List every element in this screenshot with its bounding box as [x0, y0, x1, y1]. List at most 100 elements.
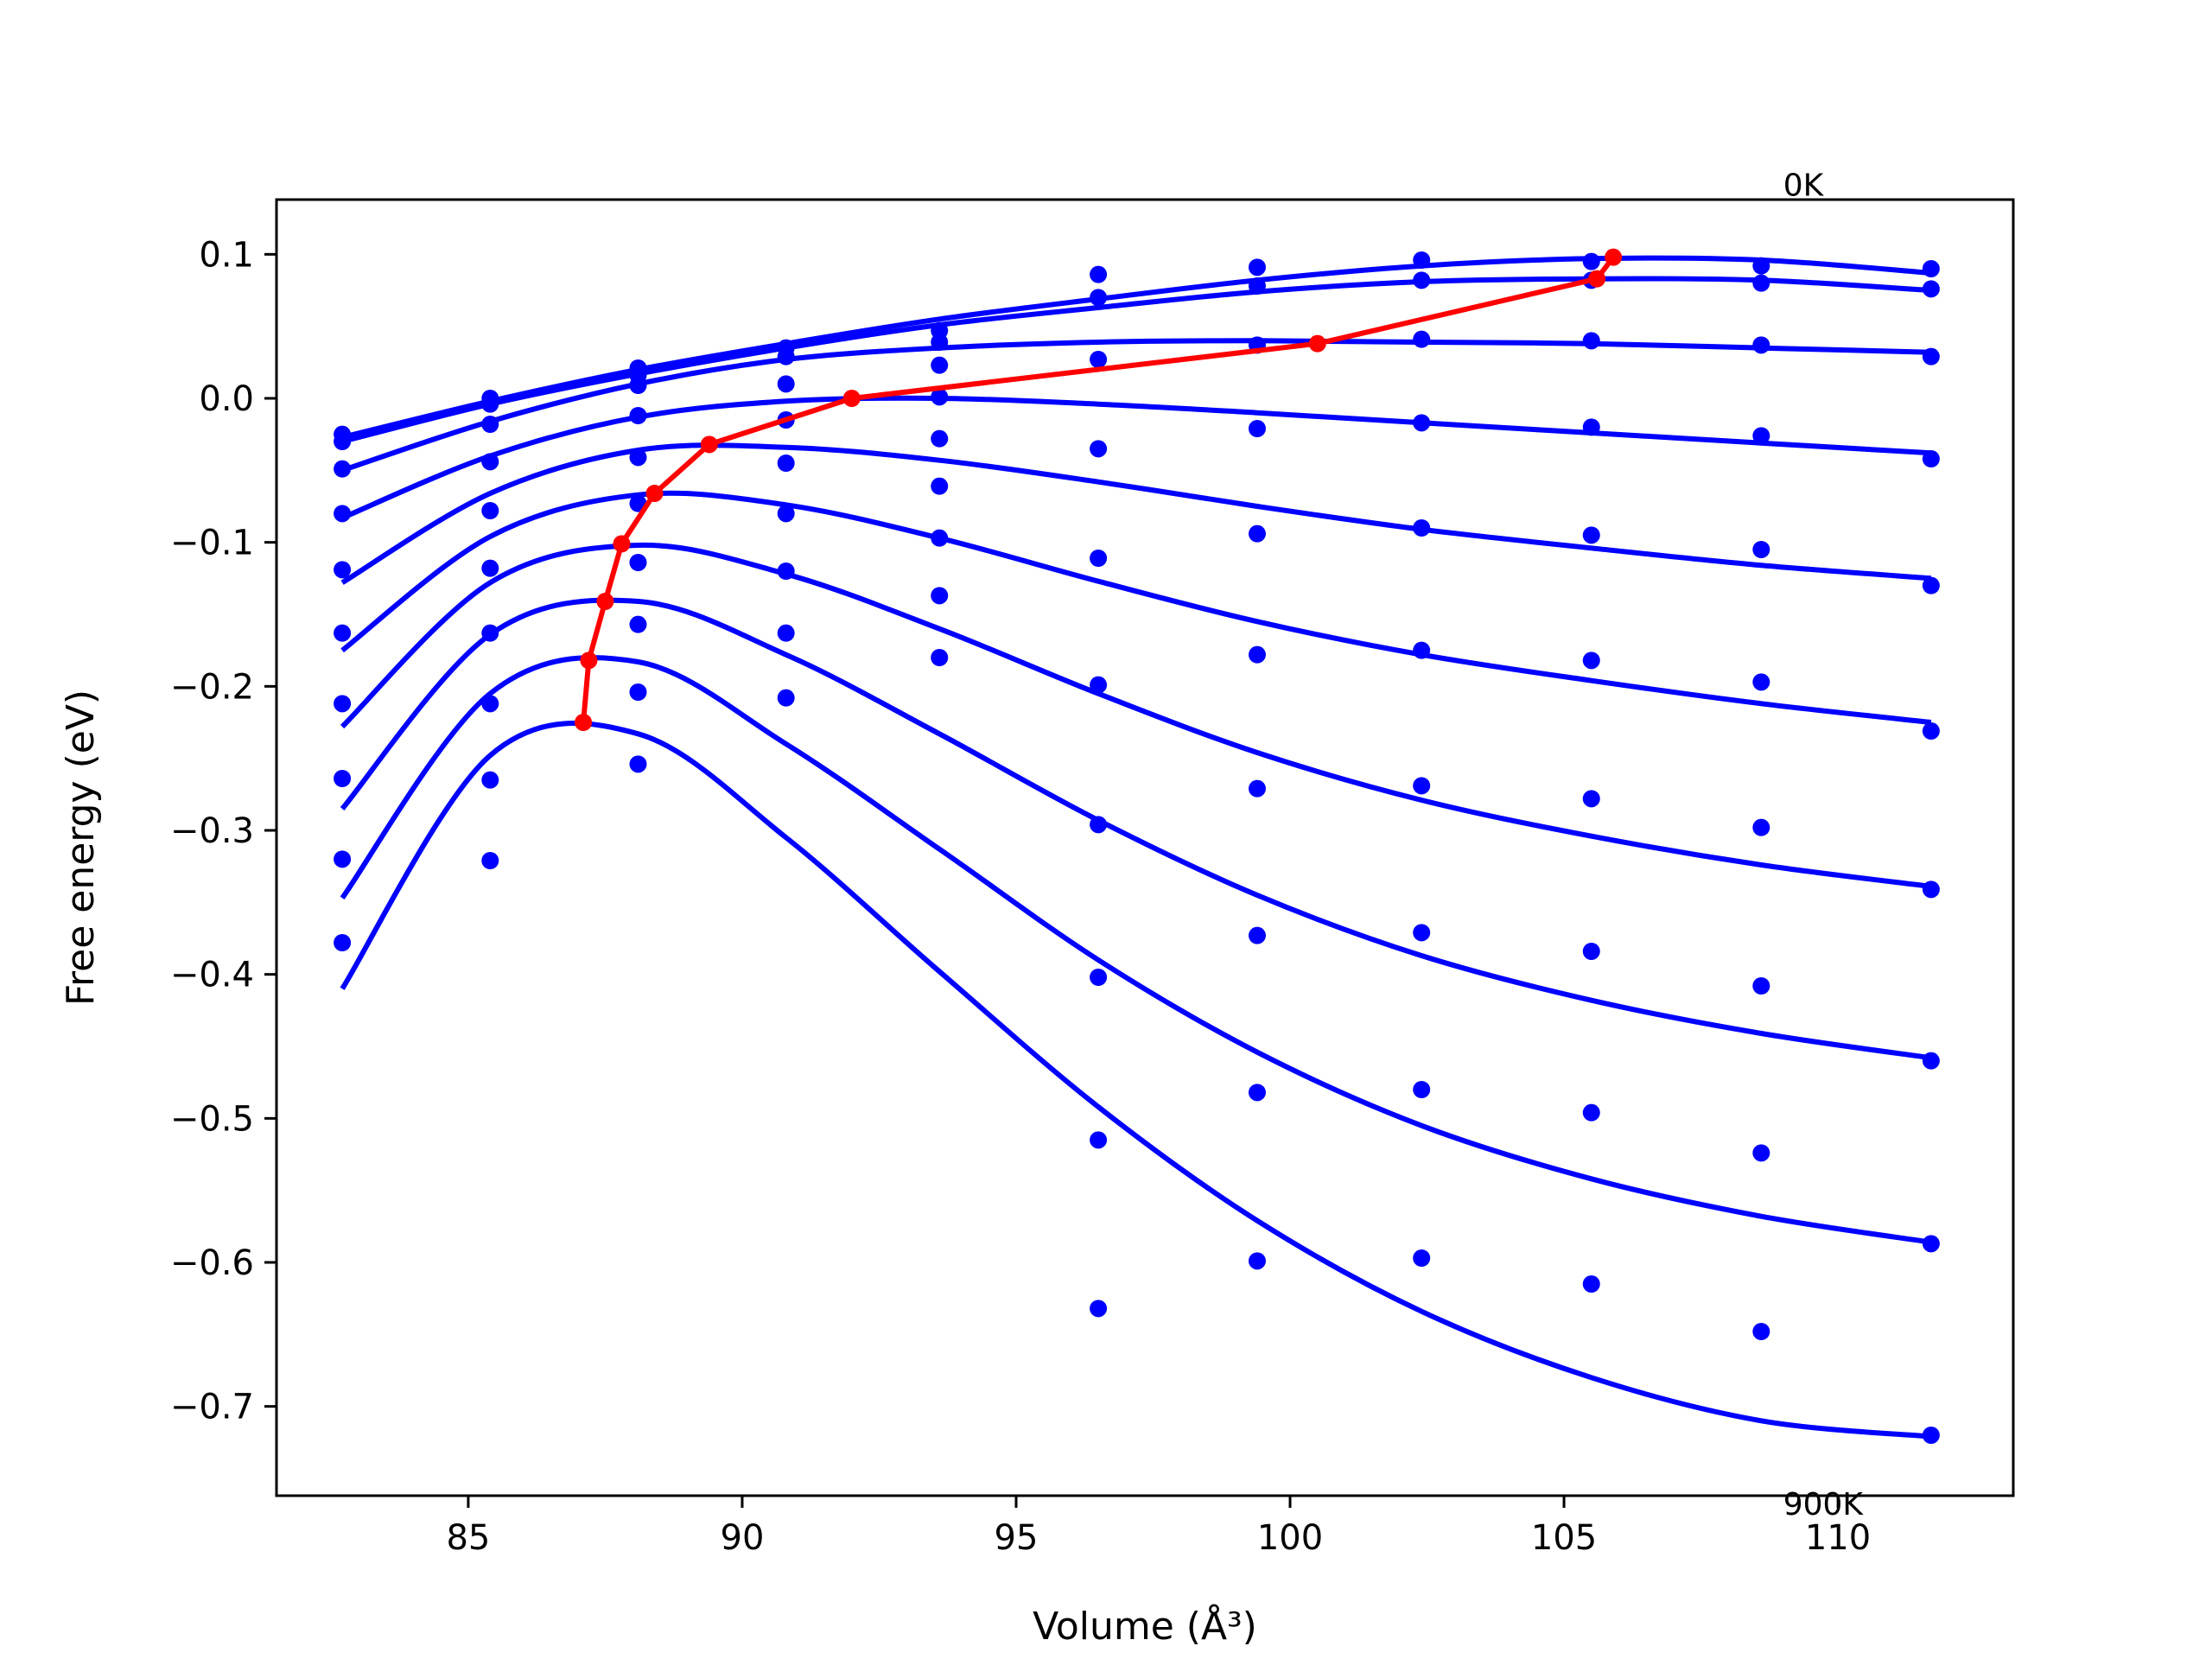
x-tick-label: 110	[1805, 1518, 1871, 1558]
data-point	[1090, 816, 1108, 834]
data-point	[931, 587, 949, 605]
data-point	[629, 615, 647, 633]
y-axis-label: Free energy (eV)	[59, 690, 103, 1006]
data-point	[334, 433, 352, 450]
fit-curve-3	[341, 338, 1931, 474]
minimum-point	[645, 485, 664, 502]
data-point	[931, 529, 949, 547]
data-point	[1922, 880, 1940, 899]
x-tick-label: 85	[446, 1518, 490, 1558]
data-point	[1752, 673, 1770, 691]
data-point	[931, 388, 949, 406]
data-point	[1752, 818, 1770, 836]
data-point	[629, 554, 647, 571]
data-point	[629, 407, 647, 424]
data-point	[1413, 519, 1431, 537]
data-point	[1090, 265, 1108, 283]
fit-curve-6	[340, 490, 1932, 725]
data-point	[1248, 420, 1266, 437]
data-point	[1090, 289, 1108, 307]
data-point	[1090, 1131, 1108, 1149]
x-tick-label: 100	[1257, 1518, 1323, 1558]
x-axis: 85 90 95 100 105 110	[446, 1496, 1871, 1558]
data-point	[481, 416, 499, 433]
temperature-annotation: 900K	[1783, 1487, 1865, 1522]
data-point	[777, 347, 795, 365]
data-point	[334, 460, 352, 478]
data-point	[1248, 926, 1266, 944]
data-point	[481, 559, 499, 577]
data-point	[1922, 1235, 1940, 1253]
data-point	[1248, 779, 1266, 798]
x-tick-label: 105	[1531, 1518, 1597, 1558]
minimum-point	[1605, 248, 1623, 266]
data-point	[1248, 645, 1266, 664]
fit-curve-10	[340, 721, 1932, 1440]
data-point	[1090, 351, 1108, 368]
data-point	[1248, 258, 1266, 276]
data-point	[1413, 777, 1431, 795]
data-point	[481, 852, 499, 869]
data-point	[1413, 330, 1431, 348]
data-point	[1752, 427, 1770, 445]
data-point	[1582, 943, 1600, 960]
data-point	[931, 477, 949, 495]
data-point	[1752, 274, 1770, 292]
data-point	[777, 563, 795, 580]
data-point	[629, 683, 647, 701]
annotations: 0K 900K	[1783, 168, 1865, 1522]
data-point	[1922, 576, 1940, 594]
fit-curve-9	[340, 655, 1932, 1245]
data-point	[1413, 414, 1431, 432]
y-tick-label: 0.1	[199, 235, 254, 275]
fit-curve-2	[341, 276, 1932, 444]
y-tick-label: −0.5	[170, 1099, 254, 1139]
data-point	[334, 695, 352, 713]
data-point	[777, 624, 795, 642]
minimum-point	[580, 652, 598, 670]
data-point	[334, 850, 352, 868]
temperature-annotation: 0K	[1783, 168, 1825, 203]
data-point	[1582, 418, 1600, 436]
data-point	[334, 561, 352, 579]
data-point	[931, 356, 949, 374]
data-point	[1752, 336, 1770, 354]
data-point	[1248, 524, 1266, 543]
minimum-point	[700, 435, 718, 454]
fit-curves	[340, 255, 1932, 1440]
data-point	[1922, 260, 1940, 277]
data-point	[1090, 440, 1108, 458]
data-point	[1248, 1252, 1266, 1270]
data-point	[1752, 1323, 1770, 1340]
data-point	[629, 448, 647, 467]
data-point	[1582, 332, 1600, 350]
data-point	[481, 771, 499, 789]
fit-curve-7	[340, 542, 1932, 889]
minimum-path	[575, 248, 1623, 731]
data-point	[1582, 652, 1600, 670]
data-point	[1582, 1103, 1600, 1122]
data-point	[1248, 277, 1266, 295]
x-tick-label: 95	[995, 1518, 1039, 1558]
x-axis-label: Volume (Å³)	[1033, 1603, 1257, 1649]
y-tick-label: −0.7	[170, 1388, 254, 1427]
data-point	[931, 429, 949, 448]
data-point	[1413, 1249, 1431, 1267]
data-point	[1752, 541, 1770, 558]
data-point	[1922, 280, 1940, 298]
data-point	[334, 505, 352, 523]
data-point	[481, 695, 499, 713]
data-point	[1248, 1084, 1266, 1102]
plot-frame	[275, 198, 2015, 1497]
data-point	[1413, 251, 1431, 269]
data-point	[1752, 1144, 1770, 1162]
data-point	[481, 395, 499, 413]
data-point	[1090, 550, 1108, 567]
data-point	[1582, 526, 1600, 544]
data-point	[777, 375, 795, 393]
data-point	[1922, 1427, 1940, 1444]
minimum-path-line	[581, 255, 1616, 723]
data-point	[481, 624, 499, 642]
